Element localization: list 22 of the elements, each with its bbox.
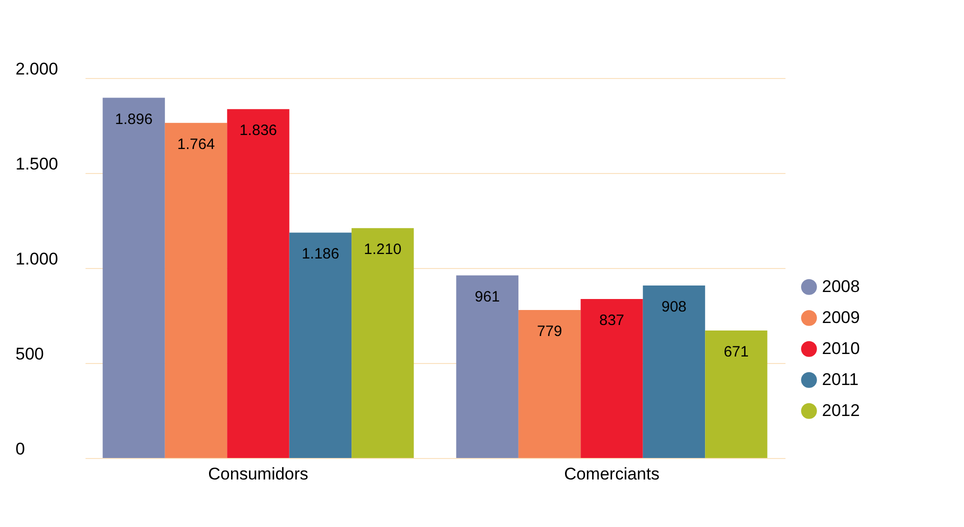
data-label: 1.836 [239, 122, 278, 140]
x-tick-label: Comerciants [564, 464, 660, 484]
legend-label: 2009 [822, 308, 860, 327]
data-label: 779 [537, 322, 562, 340]
y-tick-label: 1.500 [16, 154, 58, 174]
data-label: 961 [474, 288, 500, 306]
data-label: 1.764 [177, 136, 215, 153]
x-tick-label: Consumidors [208, 464, 308, 484]
legend-label: 2011 [822, 370, 859, 389]
data-label: 1.896 [115, 110, 153, 128]
legend-label: 2012 [822, 401, 860, 420]
y-tick-label: 500 [16, 344, 44, 364]
data-label: 1.186 [302, 246, 340, 263]
data-label: 1.210 [364, 241, 402, 258]
data-label: 837 [599, 312, 624, 329]
legend-label: 2010 [822, 339, 860, 358]
data-label: 908 [661, 298, 687, 316]
y-tick-label: 1.000 [16, 250, 58, 268]
y-tick-label: 2.000 [16, 60, 58, 78]
data-label: 671 [724, 344, 749, 361]
y-tick-label: 0 [16, 440, 25, 458]
legend-label: 2008 [822, 277, 860, 296]
